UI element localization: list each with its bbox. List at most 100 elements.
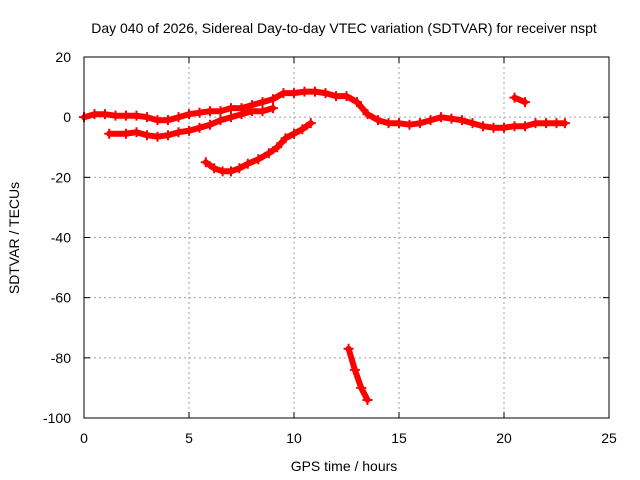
series-line bbox=[106, 105, 276, 140]
data-point bbox=[205, 106, 215, 117]
data-point bbox=[559, 118, 570, 129]
data-point bbox=[194, 122, 205, 133]
data-point bbox=[257, 106, 268, 117]
data-point bbox=[478, 121, 488, 132]
data-point bbox=[499, 122, 509, 133]
data-point bbox=[205, 119, 215, 130]
data-point bbox=[349, 364, 360, 375]
y-tick-label: -60 bbox=[51, 290, 71, 306]
data-point bbox=[242, 158, 253, 169]
data-point bbox=[520, 121, 530, 132]
data-point bbox=[226, 112, 236, 123]
series-lower-band bbox=[104, 103, 278, 142]
series-main-track bbox=[79, 86, 570, 133]
x-tick-label: 20 bbox=[496, 430, 512, 446]
data-point bbox=[217, 166, 228, 177]
data-point bbox=[457, 115, 467, 126]
data-point bbox=[121, 128, 131, 139]
data-point bbox=[415, 118, 425, 129]
data-point bbox=[226, 103, 236, 114]
data-point bbox=[253, 154, 264, 165]
data-point bbox=[394, 118, 404, 129]
y-tick-label: -100 bbox=[43, 410, 71, 426]
data-point bbox=[362, 109, 373, 120]
data-point bbox=[320, 88, 331, 99]
data-point bbox=[289, 88, 299, 99]
data-point bbox=[100, 109, 110, 120]
series-line bbox=[345, 345, 371, 403]
data-point bbox=[131, 127, 142, 138]
data-point bbox=[163, 115, 173, 126]
data-point bbox=[247, 106, 257, 117]
plot-frame bbox=[83, 56, 610, 419]
data-point bbox=[234, 163, 245, 174]
data-point bbox=[268, 103, 278, 114]
series-rising-arc bbox=[200, 118, 316, 177]
data-point bbox=[488, 122, 499, 133]
x-tick-label: 10 bbox=[286, 430, 302, 446]
x-tick-label: 15 bbox=[391, 430, 407, 446]
data-layer bbox=[79, 86, 570, 405]
data-point bbox=[257, 97, 268, 108]
data-point bbox=[362, 394, 373, 405]
y-tick-label: -20 bbox=[51, 169, 71, 185]
data-point bbox=[268, 94, 278, 105]
data-point bbox=[509, 121, 520, 132]
data-point bbox=[263, 148, 274, 159]
data-point bbox=[297, 124, 308, 135]
data-point bbox=[152, 131, 163, 142]
data-point bbox=[152, 115, 163, 126]
data-point bbox=[200, 157, 211, 168]
data-point bbox=[509, 92, 520, 103]
data-point bbox=[194, 107, 205, 118]
x-axis-label: GPS time / hours bbox=[291, 458, 398, 474]
data-point bbox=[310, 86, 320, 97]
data-point bbox=[289, 128, 299, 139]
data-point bbox=[163, 130, 173, 141]
data-point bbox=[104, 128, 115, 139]
data-point bbox=[131, 110, 142, 121]
data-point bbox=[467, 118, 478, 129]
data-point bbox=[272, 142, 283, 153]
y-tick-label: 0 bbox=[63, 109, 71, 125]
data-point bbox=[236, 109, 247, 120]
y-tick-label: -80 bbox=[51, 350, 71, 366]
data-point bbox=[343, 343, 354, 354]
grid-layer bbox=[84, 57, 609, 418]
data-point bbox=[356, 382, 367, 393]
x-tick-label: 0 bbox=[80, 430, 88, 446]
data-point bbox=[341, 91, 352, 102]
x-tick-label: 25 bbox=[601, 430, 617, 446]
data-point bbox=[89, 109, 100, 120]
y-tick-label: 20 bbox=[55, 49, 71, 65]
y-axis-label: SDTVAR / TECUs bbox=[6, 182, 22, 294]
data-point bbox=[530, 118, 541, 129]
data-point bbox=[209, 163, 220, 174]
data-point bbox=[121, 110, 131, 121]
data-point bbox=[173, 112, 184, 123]
ticks-layer: 0 5 10 15 20 25 -100 -80 -60 -40 -20 0 20 bbox=[43, 49, 617, 446]
data-point bbox=[541, 118, 551, 129]
data-point bbox=[404, 119, 415, 130]
data-point bbox=[305, 118, 316, 129]
chart-title: Day 040 of 2026, Sidereal Day-to-day VTE… bbox=[91, 20, 597, 36]
data-point bbox=[299, 86, 310, 97]
data-point bbox=[352, 97, 362, 108]
data-point bbox=[280, 133, 291, 144]
data-point bbox=[446, 113, 457, 124]
data-point bbox=[226, 166, 236, 177]
data-point bbox=[142, 130, 152, 141]
series-plunge bbox=[343, 343, 373, 405]
data-point bbox=[142, 112, 152, 123]
data-point bbox=[184, 109, 194, 120]
data-point bbox=[551, 118, 562, 129]
data-point bbox=[425, 115, 436, 126]
data-point bbox=[110, 110, 121, 121]
data-point bbox=[383, 118, 394, 129]
series-short-segment bbox=[509, 92, 530, 108]
y-tick-label: -40 bbox=[51, 230, 71, 246]
data-point bbox=[173, 127, 184, 138]
data-point bbox=[331, 91, 341, 102]
